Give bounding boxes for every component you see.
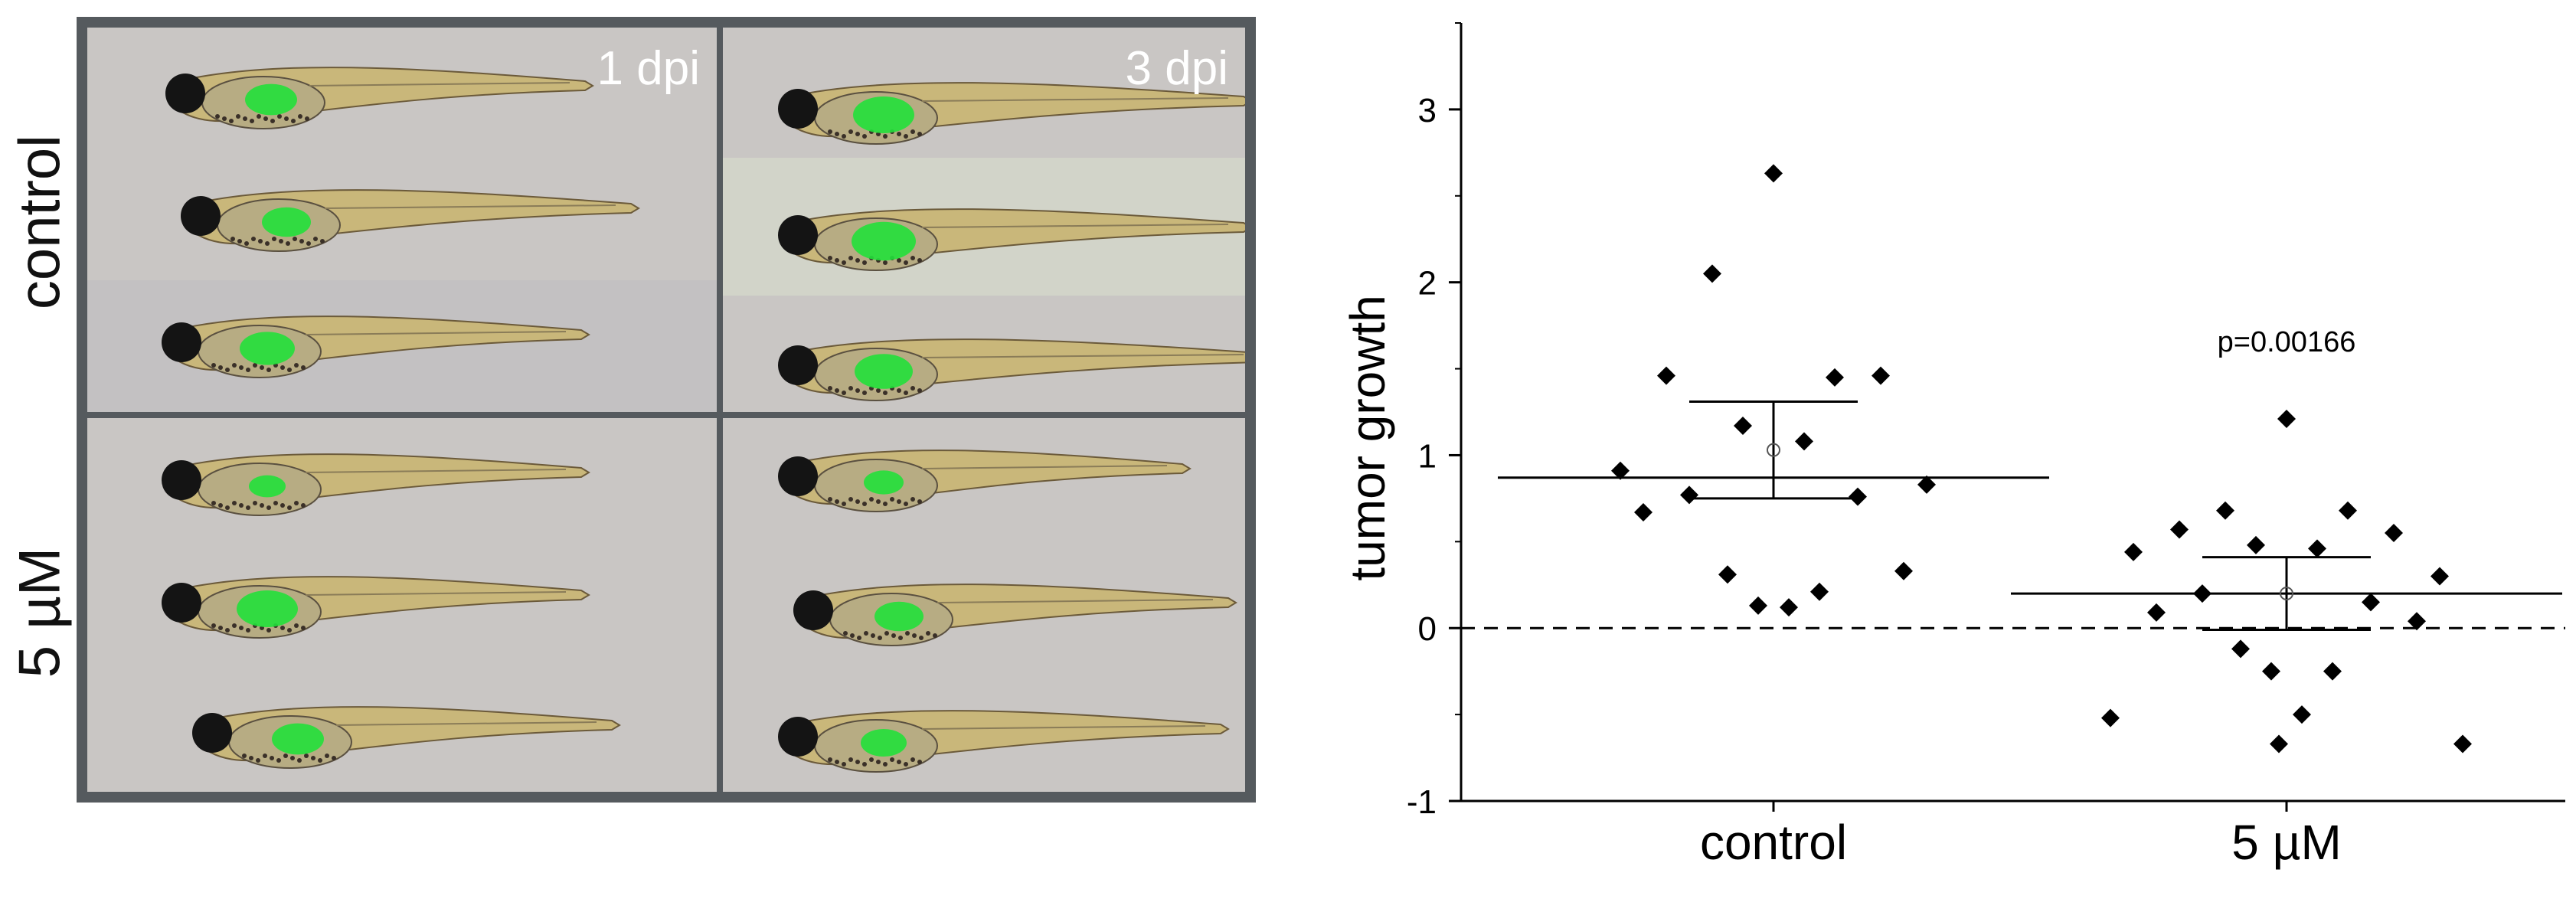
data-point	[2362, 593, 2380, 612]
data-point	[2431, 567, 2449, 586]
zebrafish-larva	[778, 338, 1245, 401]
data-point	[2247, 535, 2265, 554]
y-tick-label: 0	[1418, 610, 1437, 648]
y-tick-label: 3	[1418, 92, 1437, 129]
data-point	[2101, 708, 2120, 727]
mean-marker	[1767, 443, 1780, 457]
chart-svg: -1 0 1 2 3 tumor growth control 5 µM p=0.00166	[1340, 22, 2565, 870]
data-point	[1764, 164, 1783, 183]
data-point	[1634, 502, 1652, 521]
micrograph-5um-3dpi	[723, 418, 1245, 792]
data-point	[2453, 734, 2472, 754]
data-point	[1795, 432, 1813, 451]
data-point	[2308, 539, 2326, 558]
data-point	[2385, 524, 2403, 543]
p-value-annotation: p=0.00166	[2218, 326, 2356, 358]
data-point	[2277, 410, 2296, 429]
data-point	[2293, 705, 2311, 724]
data-point	[2339, 501, 2357, 520]
scatter-chart: -1 0 1 2 3 tumor growth control 5 µM p=0.00166	[1332, 0, 2573, 899]
column-label-1dpi: 1 dpi	[597, 42, 700, 95]
micrograph-image	[778, 450, 1237, 773]
micrograph-image	[162, 453, 621, 769]
row-label-5um: 5 µM	[7, 547, 73, 678]
data-point	[1894, 561, 1913, 580]
data-point	[1872, 366, 1890, 385]
microscopy-grid: 1 dpi 3 dpi	[77, 17, 1256, 803]
y-axis-label: tumor growth	[1340, 295, 1395, 580]
data-point	[2124, 542, 2143, 561]
data-point	[2170, 520, 2189, 539]
data-point	[2323, 662, 2342, 681]
series-5um	[2011, 410, 2562, 754]
micrograph-5um-1dpi	[87, 418, 717, 792]
zebrafish-larva	[165, 67, 594, 129]
zebrafish-larva	[162, 315, 590, 378]
data-point	[2262, 662, 2280, 681]
micrograph-control-3dpi: 3 dpi	[723, 28, 1245, 412]
data-point	[1826, 368, 1844, 387]
y-tick-label: 1	[1418, 437, 1437, 475]
data-point	[1657, 366, 1675, 385]
zebrafish-larva	[778, 450, 1192, 512]
mean-marker	[2280, 587, 2293, 601]
data-point	[2147, 603, 2166, 622]
zebrafish-larva	[778, 710, 1230, 773]
data-point	[1703, 264, 1721, 283]
data-point	[1680, 485, 1698, 505]
data-point	[1917, 475, 1936, 494]
zebrafish-larva	[162, 576, 590, 639]
row-label-control: control	[7, 134, 73, 310]
data-point	[1718, 565, 1737, 584]
data-point	[2193, 584, 2212, 603]
zebrafish-larva	[192, 706, 621, 769]
series-control	[1498, 164, 2049, 617]
x-tick-label: control	[1700, 815, 1847, 870]
data-point	[1734, 417, 1752, 436]
micrograph-control-1dpi: 1 dpi	[87, 28, 717, 412]
microscopy-figure-panel: 1 dpi 3 dpi	[77, 17, 1256, 803]
micrograph-image	[87, 67, 717, 412]
x-tick-label: 5 µM	[2231, 815, 2342, 870]
y-tick-label: -1	[1407, 783, 1437, 821]
data-point	[2270, 734, 2288, 754]
micrograph-image	[723, 82, 1245, 401]
data-point	[2408, 612, 2426, 631]
y-tick-label: 2	[1418, 265, 1437, 302]
data-point	[2231, 639, 2250, 659]
zebrafish-larva	[793, 584, 1237, 646]
data-point	[1611, 461, 1630, 480]
data-point	[2216, 501, 2234, 520]
data-point	[1810, 582, 1829, 601]
data-point	[1749, 596, 1767, 615]
zebrafish-larva	[778, 208, 1245, 271]
data-point	[1780, 598, 1798, 617]
data-point	[1849, 487, 1867, 506]
zebrafish-larva	[778, 82, 1245, 145]
zebrafish-larva	[162, 453, 590, 516]
zebrafish-larva	[181, 189, 640, 252]
column-label-3dpi: 3 dpi	[1125, 42, 1228, 95]
